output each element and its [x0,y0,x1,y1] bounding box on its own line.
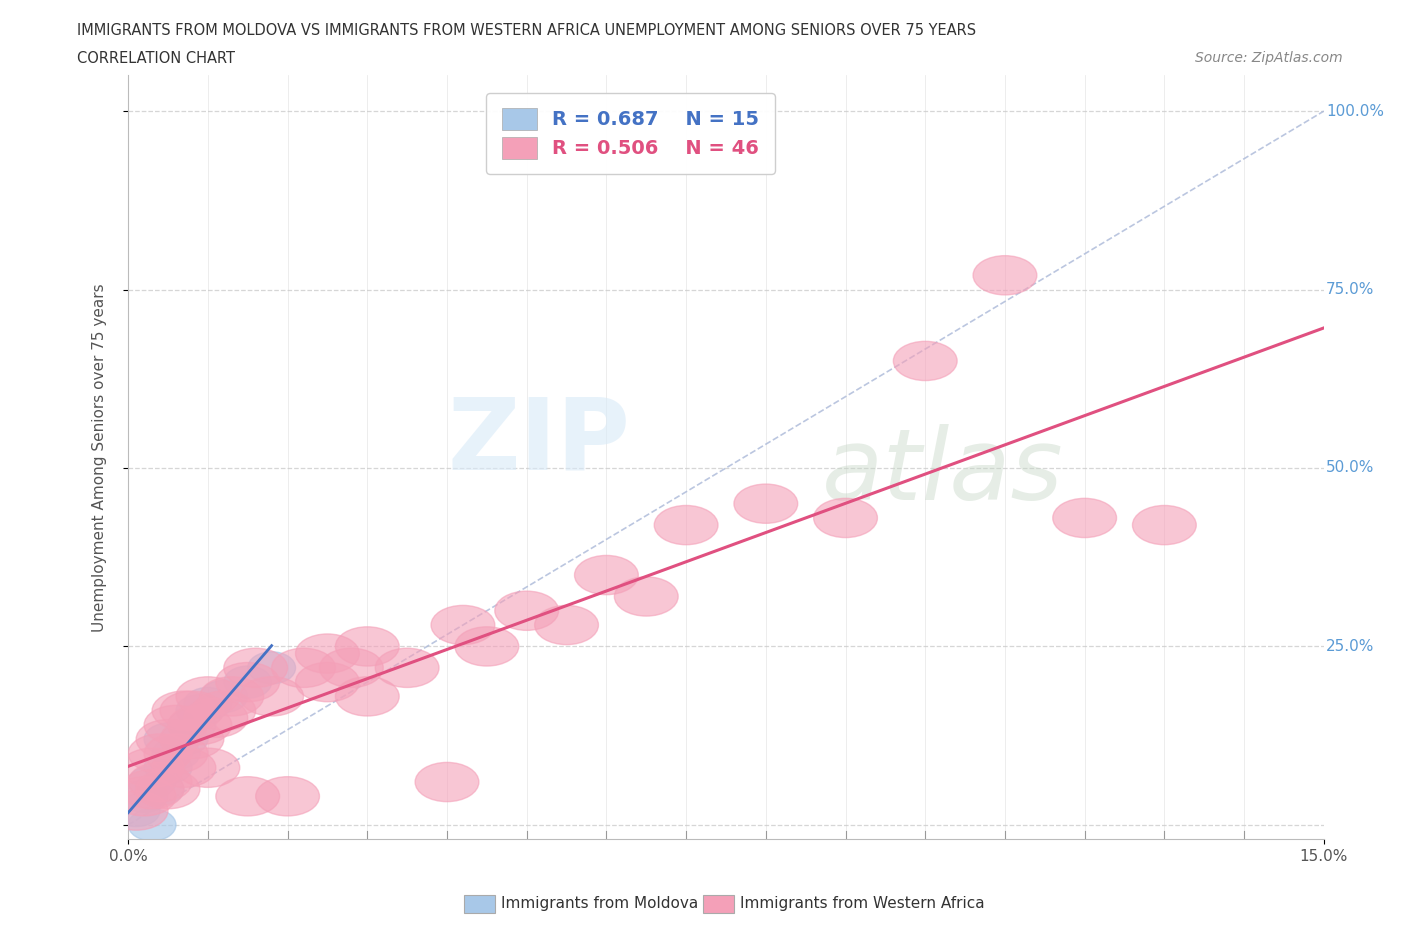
Ellipse shape [184,698,247,737]
Ellipse shape [120,780,169,813]
Ellipse shape [973,256,1036,295]
Ellipse shape [112,777,176,816]
Ellipse shape [160,691,224,730]
Text: atlas: atlas [821,424,1063,521]
Ellipse shape [136,769,200,809]
Text: Source: ZipAtlas.com: Source: ZipAtlas.com [1195,51,1343,65]
Ellipse shape [575,555,638,594]
Ellipse shape [112,794,160,827]
Ellipse shape [336,677,399,716]
Ellipse shape [271,648,336,687]
Ellipse shape [152,691,217,730]
Ellipse shape [152,748,217,788]
Ellipse shape [240,677,304,716]
Ellipse shape [169,705,232,745]
Ellipse shape [224,648,288,687]
Legend: R = 0.687    N = 15, R = 0.506    N = 46: R = 0.687 N = 15, R = 0.506 N = 46 [486,93,775,174]
Ellipse shape [614,577,678,616]
Text: ZIP: ZIP [447,393,630,490]
Ellipse shape [143,751,193,784]
Ellipse shape [136,720,200,759]
Ellipse shape [136,773,184,805]
Ellipse shape [169,709,217,741]
Ellipse shape [734,484,797,524]
Text: Immigrants from Moldova: Immigrants from Moldova [501,897,697,911]
Ellipse shape [176,748,240,788]
Ellipse shape [160,724,208,755]
Ellipse shape [160,720,224,759]
Ellipse shape [456,627,519,666]
Ellipse shape [143,705,208,745]
Text: 100.0%: 100.0% [1326,103,1384,119]
Ellipse shape [104,790,169,830]
Ellipse shape [217,662,280,702]
Y-axis label: Unemployment Among Seniors over 75 years: Unemployment Among Seniors over 75 years [93,283,107,631]
Ellipse shape [256,777,319,816]
Ellipse shape [176,695,224,726]
Ellipse shape [295,662,360,702]
Ellipse shape [120,769,184,809]
Text: 75.0%: 75.0% [1326,282,1375,297]
Ellipse shape [319,648,384,687]
Ellipse shape [814,498,877,538]
Text: 50.0%: 50.0% [1326,460,1375,475]
Ellipse shape [247,652,295,684]
Text: Immigrants from Western Africa: Immigrants from Western Africa [740,897,984,911]
Ellipse shape [1053,498,1116,538]
Ellipse shape [152,737,200,769]
Ellipse shape [120,748,184,788]
Text: 25.0%: 25.0% [1326,639,1375,654]
Ellipse shape [336,627,399,666]
Ellipse shape [415,763,479,802]
Ellipse shape [495,591,558,631]
Ellipse shape [1132,506,1197,545]
Text: IMMIGRANTS FROM MOLDOVA VS IMMIGRANTS FROM WESTERN AFRICA UNEMPLOYMENT AMONG SEN: IMMIGRANTS FROM MOLDOVA VS IMMIGRANTS FR… [77,23,976,38]
Ellipse shape [128,766,176,798]
Ellipse shape [200,677,264,716]
Ellipse shape [375,648,439,687]
Ellipse shape [128,734,193,773]
Ellipse shape [184,687,232,720]
Ellipse shape [432,605,495,644]
Ellipse shape [200,681,247,712]
Ellipse shape [193,691,256,730]
Ellipse shape [217,777,280,816]
Text: CORRELATION CHART: CORRELATION CHART [77,51,235,66]
Ellipse shape [654,506,718,545]
Ellipse shape [534,605,599,644]
Ellipse shape [128,809,176,841]
Ellipse shape [143,724,193,755]
Ellipse shape [224,666,271,698]
Ellipse shape [143,734,208,773]
Ellipse shape [295,634,360,673]
Ellipse shape [176,677,240,716]
Ellipse shape [128,763,193,802]
Ellipse shape [893,341,957,380]
